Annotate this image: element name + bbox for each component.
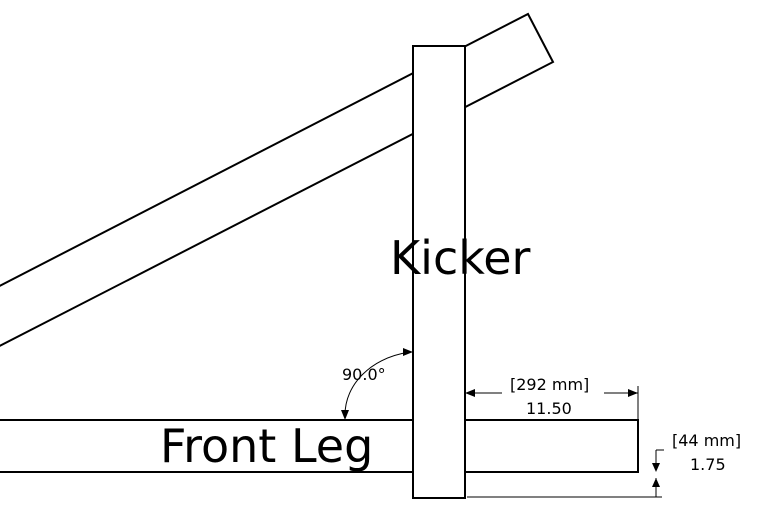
front-leg-label: Front Leg: [160, 419, 373, 473]
length-imperial: 11.50: [526, 399, 572, 418]
kicker-board: [412, 45, 466, 499]
angle-arc: [344, 351, 411, 416]
angle-dimension: 90.0°: [341, 348, 413, 420]
length-dimension: [292 mm] 11.50: [465, 375, 639, 420]
thickness-dimension: [44 mm] 1.75: [467, 431, 741, 498]
diagonal-brace: [0, 12, 555, 347]
thickness-imperial: 1.75: [690, 455, 726, 474]
angle-arrow-bottom: [341, 410, 349, 420]
thickness-arrow-top: [652, 463, 660, 472]
length-arrow-right: [628, 389, 638, 397]
length-arrow-left: [465, 389, 475, 397]
length-metric: [292 mm]: [510, 375, 589, 394]
thickness-arrow-bottom: [652, 478, 660, 487]
thickness-metric: [44 mm]: [672, 431, 741, 450]
front-leg-board: [0, 419, 639, 473]
angle-arrow-right: [403, 348, 413, 356]
angle-value: 90.0°: [342, 365, 386, 384]
kicker-label: Kicker: [390, 231, 531, 285]
